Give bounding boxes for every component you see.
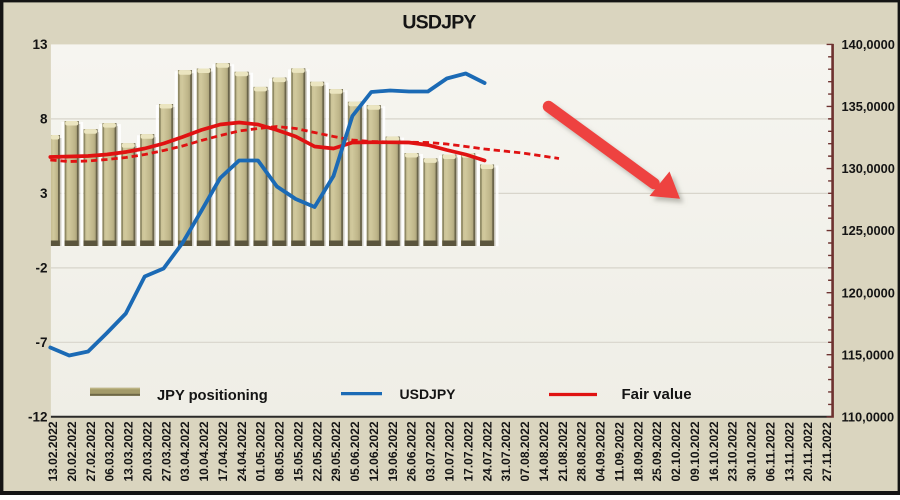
svg-text:17.04.2022: 17.04.2022 [216,421,230,481]
svg-text:-2: -2 [35,261,47,276]
svg-text:27.03.2022: 27.03.2022 [159,421,173,481]
svg-text:20.03.2022: 20.03.2022 [140,421,154,481]
svg-text:26.06.2022: 26.06.2022 [405,421,419,481]
svg-text:13.03.2022: 13.03.2022 [122,421,136,481]
svg-text:20.02.2022: 20.02.2022 [65,421,79,481]
svg-text:8: 8 [40,112,48,127]
svg-text:03.07.2022: 03.07.2022 [424,421,438,481]
svg-text:28.08.2022: 28.08.2022 [575,421,589,481]
svg-text:17.07.2022: 17.07.2022 [461,421,475,481]
svg-text:13.11.2022: 13.11.2022 [782,422,796,482]
svg-text:04.09.2022: 04.09.2022 [594,421,608,481]
svg-text:05.06.2022: 05.06.2022 [348,421,362,481]
svg-text:USDJPY: USDJPY [402,12,476,34]
svg-text:01.05.2022: 01.05.2022 [254,421,268,481]
svg-text:24.07.2022: 24.07.2022 [480,421,494,481]
svg-text:USDJPY: USDJPY [400,386,457,402]
svg-text:140,0000: 140,0000 [842,37,895,52]
svg-text:130,0000: 130,0000 [842,161,895,176]
svg-text:25.09.2022: 25.09.2022 [650,421,664,481]
svg-text:125,0000: 125,0000 [842,223,895,238]
svg-text:27.02.2022: 27.02.2022 [84,421,98,481]
svg-text:115,0000: 115,0000 [842,347,895,362]
svg-text:13: 13 [32,37,48,52]
svg-text:14.08.2022: 14.08.2022 [537,421,551,481]
svg-text:29.05.2022: 29.05.2022 [329,421,343,481]
svg-text:Fair value: Fair value [622,386,692,403]
svg-text:13.02.2022: 13.02.2022 [46,421,60,481]
svg-text:3: 3 [40,186,48,201]
svg-text:27.11.2022: 27.11.2022 [820,422,834,482]
svg-text:22.05.2022: 22.05.2022 [310,421,324,481]
svg-text:10.07.2022: 10.07.2022 [443,421,457,481]
svg-text:09.10.2022: 09.10.2022 [688,421,702,481]
svg-text:31.07.2022: 31.07.2022 [499,421,513,481]
svg-text:120,0000: 120,0000 [842,285,895,300]
svg-text:10.04.2022: 10.04.2022 [197,421,211,481]
svg-text:15.05.2022: 15.05.2022 [291,421,305,481]
svg-text:06.03.2022: 06.03.2022 [103,421,117,481]
svg-text:JPY positioning: JPY positioning [157,388,268,404]
svg-text:07.08.2022: 07.08.2022 [518,421,532,481]
svg-text:06.11.2022: 06.11.2022 [764,422,778,482]
svg-text:20.11.2022: 20.11.2022 [801,422,815,482]
svg-text:08.05.2022: 08.05.2022 [273,421,287,481]
svg-text:02.10.2022: 02.10.2022 [669,421,683,481]
svg-text:110,0000: 110,0000 [842,409,895,424]
svg-text:21.08.2022: 21.08.2022 [556,421,570,481]
svg-text:19.06.2022: 19.06.2022 [386,421,400,481]
svg-text:03.04.2022: 03.04.2022 [178,421,192,481]
svg-text:16.10.2022: 16.10.2022 [707,421,721,481]
svg-text:-12: -12 [28,410,48,425]
svg-text:23.10.2022: 23.10.2022 [726,421,740,481]
svg-text:12.06.2022: 12.06.2022 [367,421,381,481]
svg-text:135,0000: 135,0000 [842,99,895,114]
svg-text:24.04.2022: 24.04.2022 [235,421,249,481]
svg-text:11.09.2022: 11.09.2022 [612,422,626,482]
svg-text:-7: -7 [35,335,47,350]
svg-text:18.09.2022: 18.09.2022 [631,421,645,481]
svg-text:30.10.2022: 30.10.2022 [745,421,759,481]
